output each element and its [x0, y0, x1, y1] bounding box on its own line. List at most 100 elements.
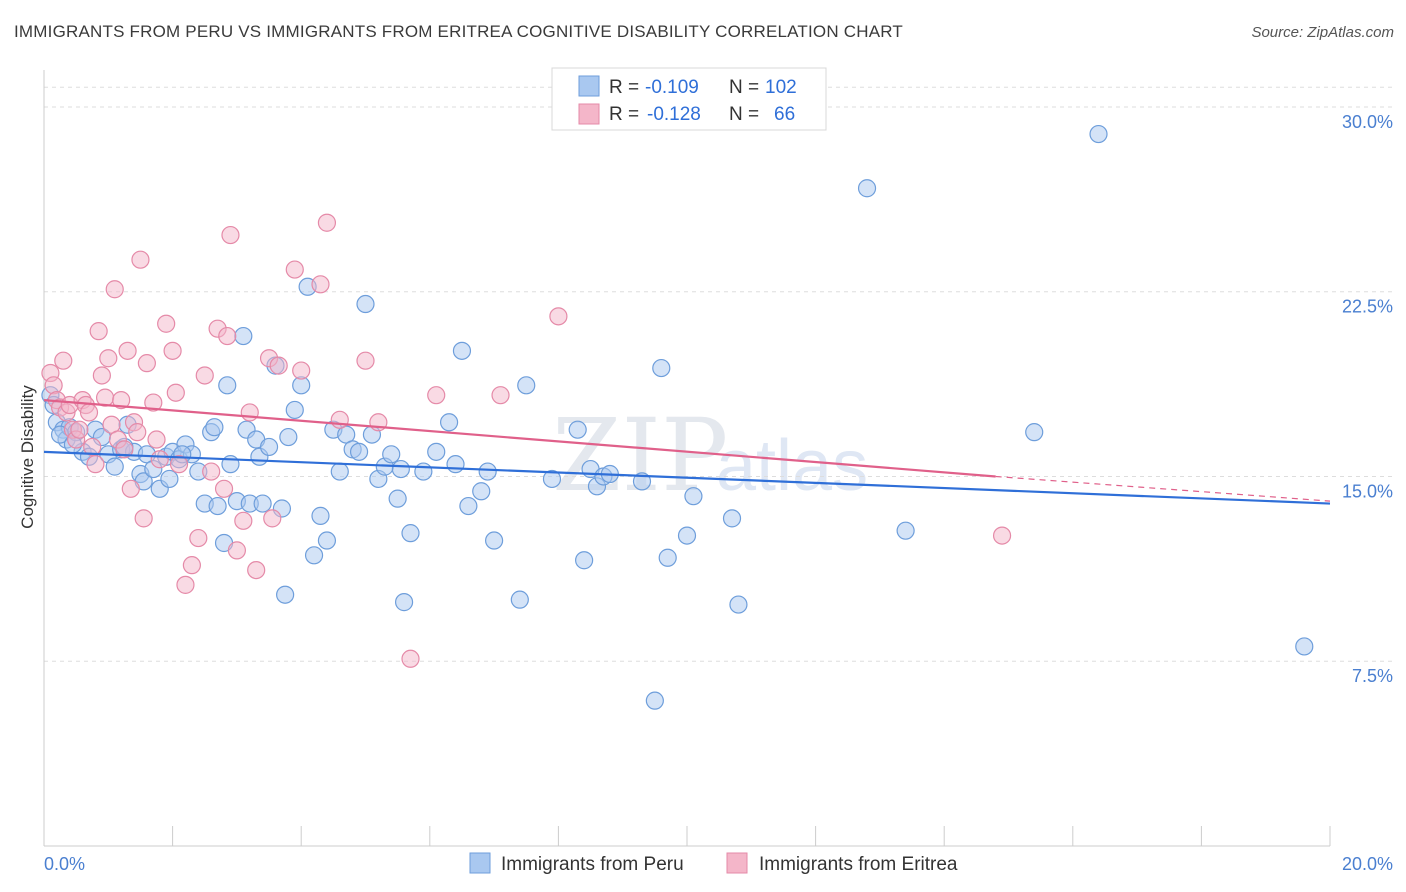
eritrea-point [121, 479, 140, 498]
peru-point [218, 376, 237, 395]
eritrea-point [195, 366, 214, 385]
trend-line-peru [43, 450, 1331, 505]
peru-point [414, 462, 433, 481]
eritrea-point [330, 410, 349, 429]
eritrea-point [147, 430, 166, 449]
trend-line-eritrea-extension [995, 475, 1331, 502]
peru-point [276, 585, 295, 604]
legend-n-value-eritrea: 66 [774, 104, 795, 125]
series-peru-points [41, 124, 1314, 710]
y-tick-label: 15.0% [1342, 481, 1393, 501]
peru-point [652, 358, 671, 378]
watermark-atlas: atlas [716, 426, 868, 506]
x-tick-label-min: 0.0% [44, 854, 85, 874]
peru-point [729, 595, 748, 614]
eritrea-point [166, 383, 185, 402]
x-tick-label-max: 20.0% [1342, 854, 1393, 874]
legend-r-label-eritrea: R = [609, 104, 639, 125]
eritrea-point [137, 354, 156, 373]
eritrea-point [263, 509, 282, 528]
eritrea-point [285, 260, 304, 279]
chart-title: IMMIGRANTS FROM PERU VS IMMIGRANTS FROM … [14, 22, 904, 41]
eritrea-point [214, 479, 234, 498]
y-axis-label: Cognitive Disability [18, 385, 37, 529]
eritrea-point [144, 393, 163, 412]
peru-point [684, 487, 703, 506]
eritrea-point [44, 376, 63, 395]
peru-point [1025, 423, 1044, 442]
eritrea-point [269, 356, 288, 375]
peru-point [208, 496, 227, 516]
gridlines [44, 86, 1392, 662]
eritrea-point [134, 509, 153, 528]
trend-line-eritrea [43, 399, 996, 478]
eritrea-point [247, 560, 266, 580]
eritrea-point [79, 403, 99, 422]
eritrea-point [317, 213, 337, 232]
eritrea-point [549, 307, 568, 326]
peru-point [575, 551, 594, 570]
eritrea-point [189, 528, 208, 548]
peru-point [382, 445, 401, 464]
peru-point [478, 462, 497, 481]
eritrea-point [54, 351, 73, 370]
eritrea-point [99, 349, 118, 368]
eritrea-point [92, 366, 111, 385]
eritrea-point [105, 280, 124, 299]
eritrea-point [491, 386, 510, 405]
eritrea-point [118, 341, 137, 360]
eritrea-point [131, 250, 150, 269]
eritrea-point [227, 541, 246, 560]
eritrea-point [86, 455, 105, 474]
peru-point [517, 376, 536, 395]
eritrea-point [401, 649, 420, 668]
legend-swatch-peru [578, 75, 600, 97]
eritrea-point [427, 386, 446, 405]
legend-label-eritrea: Immigrants from Eritrea [759, 854, 958, 875]
legend-swatch-peru-bottom [469, 852, 491, 874]
peru-point [356, 294, 375, 314]
peru-point [677, 526, 697, 545]
legend-swatch-eritrea-bottom [726, 852, 748, 874]
legend-r-value-eritrea: -0.128 [647, 104, 701, 125]
eritrea-point [70, 420, 89, 439]
eritrea-point [221, 225, 240, 245]
peru-point [896, 521, 915, 540]
peru-point [722, 509, 742, 528]
eritrea-point [115, 440, 134, 459]
legend-n-value-peru: 102 [765, 77, 797, 98]
peru-point [510, 590, 529, 609]
eritrea-point [89, 322, 108, 341]
peru-point [446, 455, 465, 474]
eritrea-point [157, 314, 176, 333]
legend-r-label-peru: R = [609, 77, 639, 98]
eritrea-point [311, 275, 330, 294]
peru-point [1089, 124, 1108, 144]
peru-point [330, 462, 349, 481]
peru-point [279, 427, 298, 447]
eritrea-point [356, 351, 375, 370]
watermark: ZIP atlas [552, 397, 868, 514]
peru-point [160, 469, 179, 489]
peru-point [568, 420, 587, 439]
legend-n-label-eritrea: N = [729, 104, 759, 125]
peru-point [285, 400, 304, 420]
y-tick-label: 30.0% [1342, 112, 1393, 132]
eritrea-point [163, 341, 182, 360]
legend-r-value-peru: -0.109 [645, 77, 699, 98]
peru-point [401, 524, 420, 543]
peru-point [349, 442, 369, 461]
peru-point [259, 437, 279, 457]
peru-point [645, 691, 664, 710]
peru-point [253, 494, 272, 513]
peru-point [394, 593, 414, 612]
eritrea-point [112, 391, 131, 410]
eritrea-point [83, 437, 102, 457]
peru-point [1295, 637, 1314, 656]
eritrea-point [176, 575, 195, 594]
peru-point [439, 413, 459, 432]
correlation-legend: R = -0.109 N = 102 R = -0.128 N = 66 [551, 67, 827, 131]
eritrea-point [234, 511, 253, 530]
peru-point [857, 179, 877, 198]
